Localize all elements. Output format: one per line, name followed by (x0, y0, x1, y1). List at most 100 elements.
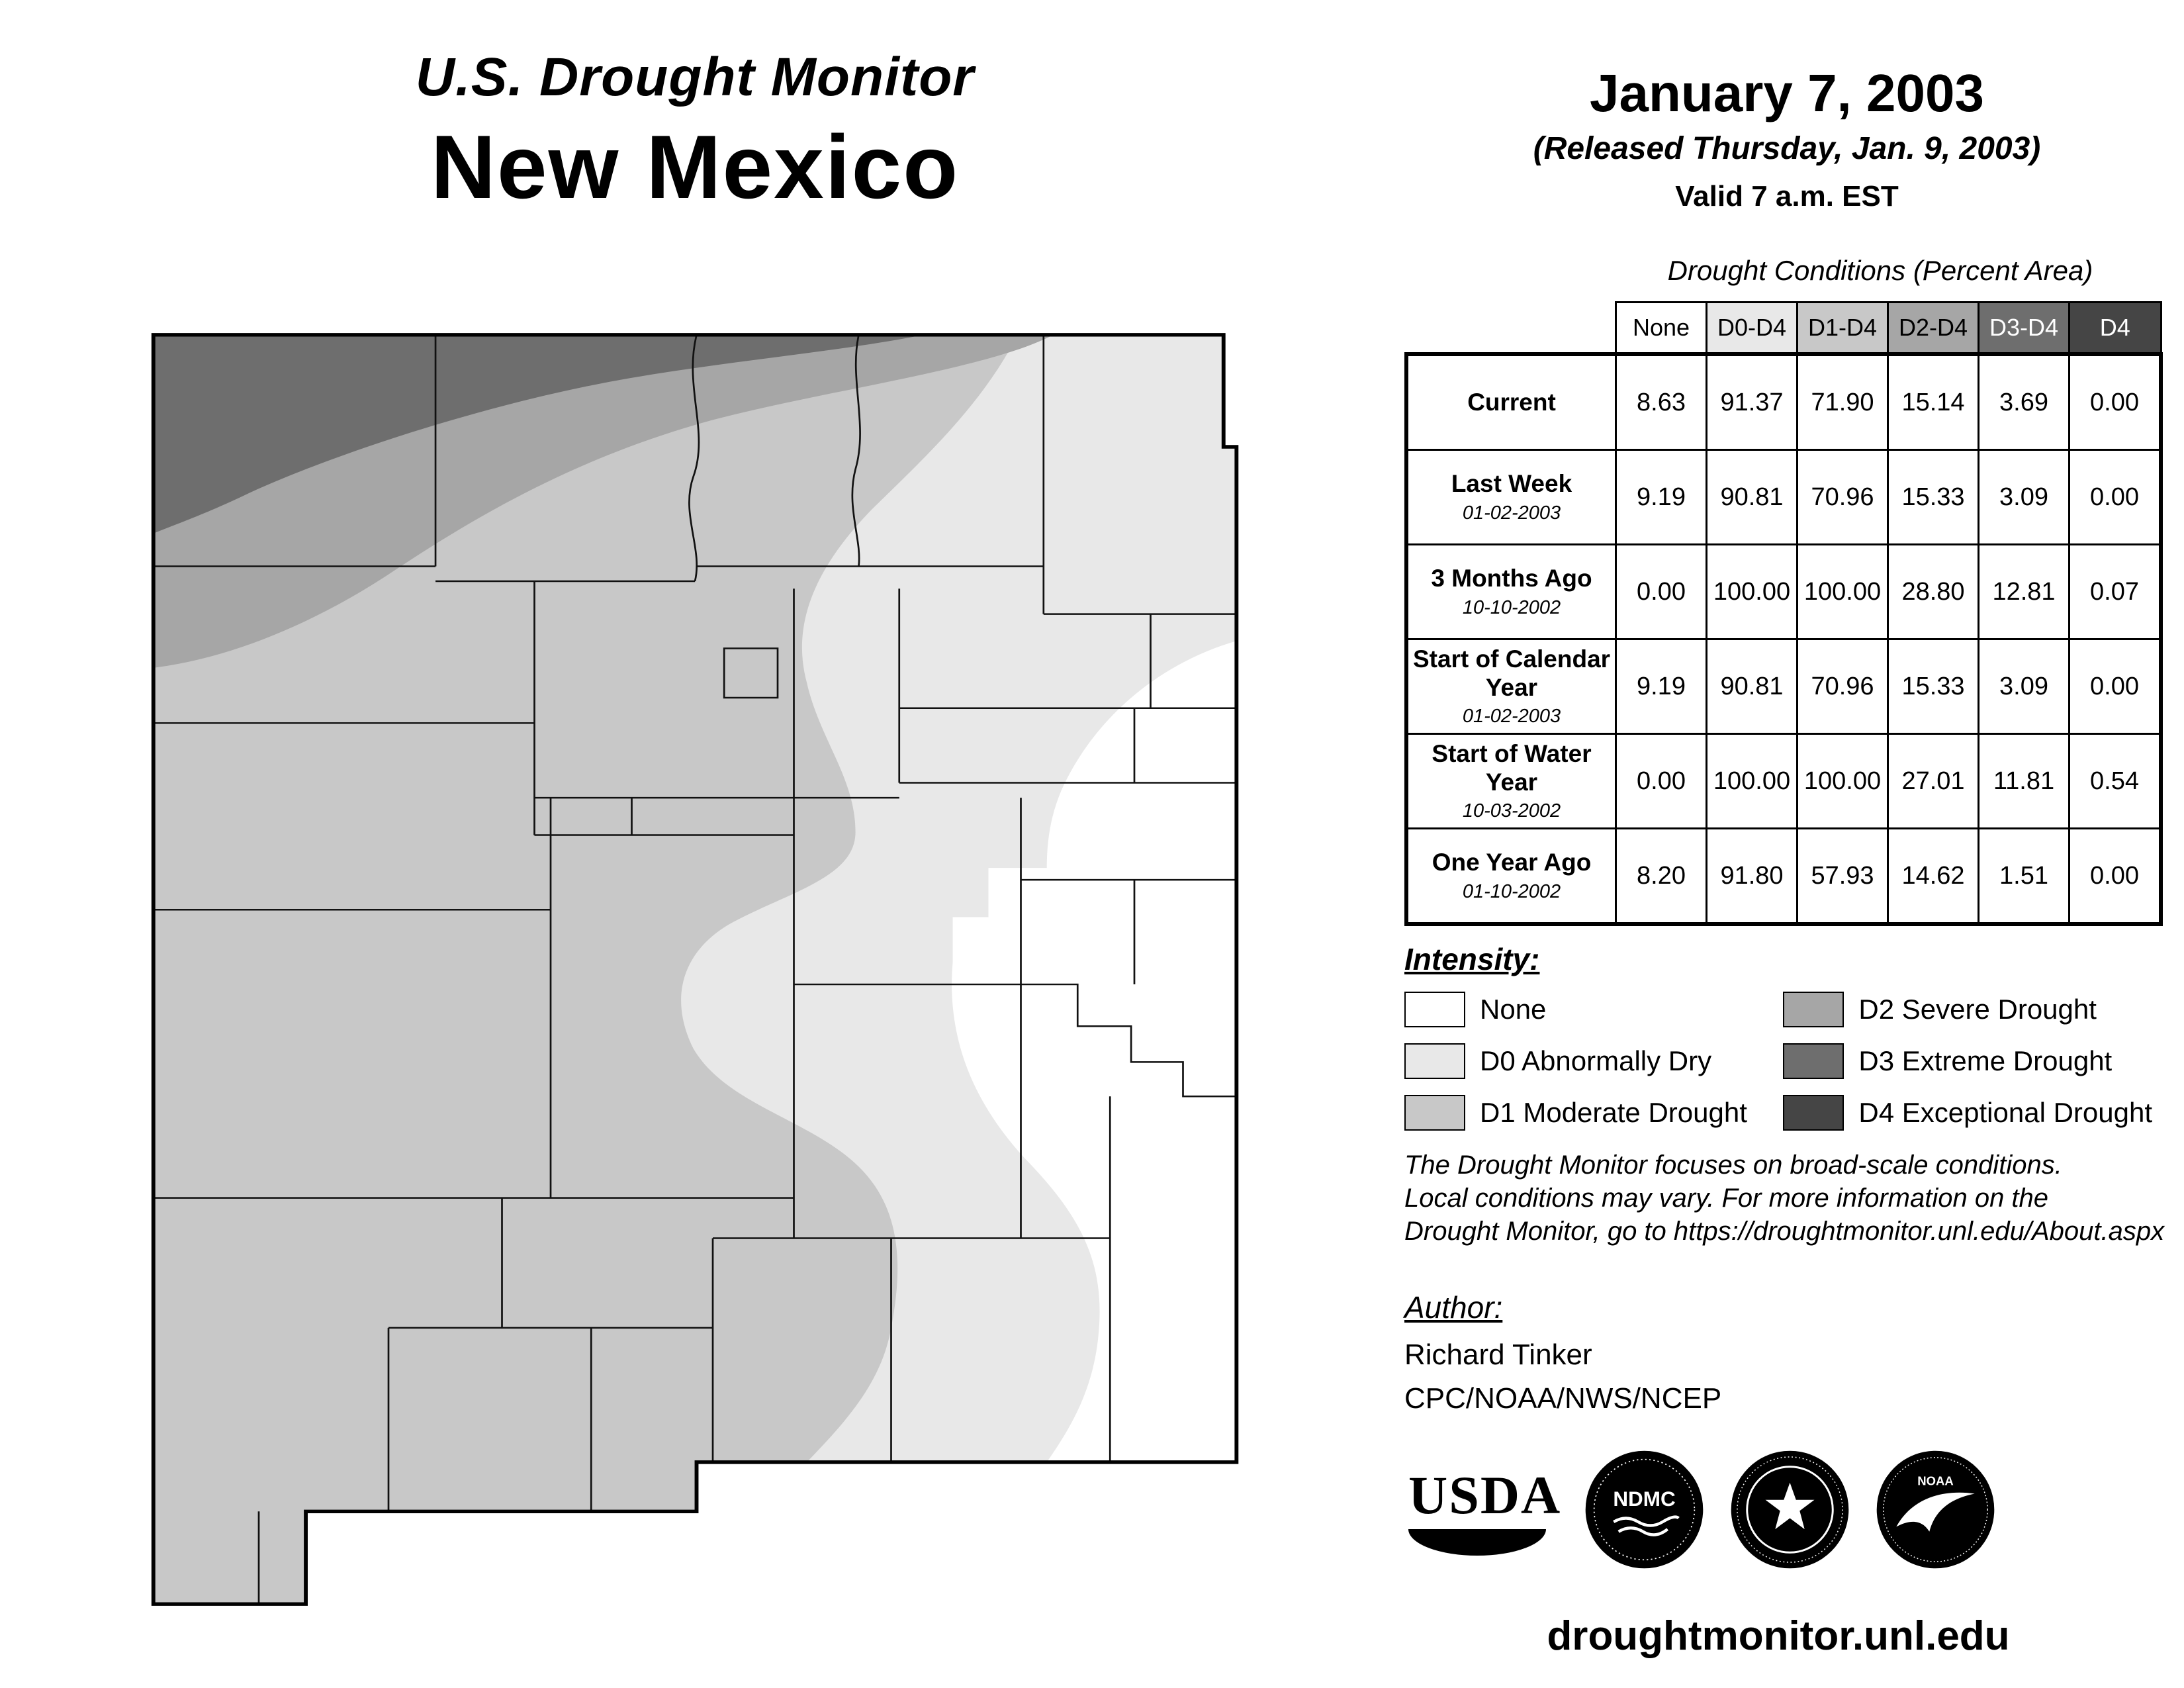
value-cell: 0.00 (2068, 638, 2162, 735)
disclaimer-line: The Drought Monitor focuses on broad-sca… (1404, 1150, 2062, 1180)
value-cell: 70.96 (1796, 638, 1889, 735)
value-cell: 100.00 (1796, 733, 1889, 829)
legend-swatch (1404, 1043, 1465, 1079)
noaa-seagull-icon (1896, 1492, 1975, 1532)
row-label-cell: Current (1405, 353, 1617, 451)
col-header-d3: D3-D4 (1978, 301, 2070, 355)
footer-url: droughtmonitor.unl.edu (1547, 1613, 2010, 1659)
intensity-heading: Intensity: (1404, 942, 1540, 976)
value-cell: 11.81 (1978, 733, 2070, 829)
legend-item: D4 Exceptional Drought (1783, 1095, 2152, 1131)
legend-item: D3 Extreme Drought (1783, 1043, 2152, 1079)
intensity-legend: None D0 Abnormally Dry D1 Moderate Drought… (1404, 992, 2152, 1131)
map-title-block: U.S. Drought Monitor New Mexico (132, 46, 1257, 218)
legend-swatch (1783, 1095, 1844, 1131)
legend-label: D1 Moderate Drought (1480, 1097, 1747, 1128)
new-mexico-drought-map (129, 312, 1264, 1626)
row-label: Start of Calendar Year (1412, 645, 1611, 701)
value-cell: 71.90 (1796, 353, 1889, 451)
county-boundaries (153, 334, 1237, 1605)
value-cell: 100.00 (1796, 543, 1889, 640)
row-label: One Year Ago (1432, 849, 1592, 876)
row-label-cell: One Year Ago 01-10-2002 (1405, 827, 1617, 925)
value-cell: 27.01 (1887, 733, 1979, 829)
value-cell: 8.20 (1615, 827, 1707, 925)
drought-conditions-table: None D0-D4 D1-D4 D2-D4 D3-D4 D4 Current 8.63 91… (1404, 301, 2163, 926)
legend-swatch (1404, 992, 1465, 1027)
legend-swatch (1783, 1043, 1844, 1079)
commerce-seal-logo (1731, 1450, 1849, 1569)
value-cell: 0.07 (2068, 543, 2162, 640)
ndmc-logo-text: NDMC (1613, 1487, 1675, 1511)
value-cell: 15.14 (1887, 353, 1979, 451)
ndmc-wave-icon (1617, 1526, 1669, 1536)
value-cell: 57.93 (1796, 827, 1889, 925)
legend-item: D1 Moderate Drought (1404, 1095, 1783, 1131)
legend-swatch (1404, 1095, 1465, 1131)
table-corner-cell (1406, 303, 1616, 355)
state-title: New Mexico (430, 117, 960, 217)
author-name: Richard Tinker (1404, 1338, 1592, 1371)
disclaimer-text: The Drought Monitor focuses on broad-sca… (1404, 1149, 2164, 1248)
author-heading: Author: (1404, 1290, 1503, 1325)
table-row: 3 Months Ago 10-10-2002 0.00 100.00 100.00 28… (1405, 543, 2162, 640)
ndmc-logo: NDMC (1585, 1450, 1704, 1569)
author-org: CPC/NOAA/NWS/NCEP (1404, 1382, 1722, 1415)
col-header-d0: D0-D4 (1706, 301, 1798, 355)
disclaimer-line: Drought Monitor, go to https://droughtmo… (1404, 1217, 2165, 1246)
value-cell: 0.00 (1615, 543, 1707, 640)
released-date: (Released Thursday, Jan. 9, 2003) (1533, 131, 2041, 166)
value-cell: 90.81 (1706, 449, 1798, 545)
usda-logo-text: USDA (1408, 1465, 1562, 1525)
value-cell: 15.33 (1887, 638, 1979, 735)
legend-label: D2 Severe Drought (1858, 994, 2097, 1025)
value-cell: 91.80 (1706, 827, 1798, 925)
legend-label: D4 Exceptional Drought (1858, 1097, 2152, 1128)
row-label-cell: Start of Calendar Year 01-02-2003 (1405, 638, 1617, 735)
legend-swatch (1783, 992, 1844, 1027)
table-title: Drought Conditions (Percent Area) (1667, 255, 2093, 286)
table-row: Last Week 01-02-2003 9.19 90.81 70.96 15.33 3.… (1405, 449, 2162, 545)
disclaimer-line: Local conditions may vary. For more info… (1404, 1184, 2049, 1213)
noaa-logo-text: NOAA (1917, 1474, 1953, 1488)
drought-region-d1 (153, 334, 1018, 1605)
value-cell: 91.37 (1706, 353, 1798, 451)
row-label-cell: Last Week 01-02-2003 (1405, 449, 1617, 545)
value-cell: 100.00 (1706, 543, 1798, 640)
map-date: January 7, 2003 (1590, 64, 1984, 122)
legend-label: None (1480, 994, 1547, 1025)
row-label: Start of Water Year (1432, 739, 1592, 796)
value-cell: 0.00 (2068, 353, 2162, 451)
state-border (151, 333, 1239, 1606)
table-row: Current 8.63 91.37 71.90 15.14 3.69 0.00 (1405, 353, 2162, 451)
legend-item: None (1404, 992, 1783, 1027)
drought-region-d3 (153, 334, 924, 534)
row-sublabel: 10-10-2002 (1462, 596, 1561, 618)
noaa-logo: NOAA (1876, 1450, 1995, 1569)
value-cell: 100.00 (1706, 733, 1798, 829)
row-sublabel: 01-02-2003 (1462, 706, 1561, 727)
legend-label: D0 Abnormally Dry (1480, 1045, 1712, 1076)
value-cell: 3.09 (1978, 449, 2070, 545)
report-title: U.S. Drought Monitor (415, 47, 975, 107)
value-cell: 70.96 (1796, 449, 1889, 545)
usda-logo: USDA (1408, 1464, 1562, 1556)
table-row: One Year Ago 01-10-2002 8.20 91.80 57.93 14.6… (1405, 827, 2162, 925)
legend-column-left: None D0 Abnormally Dry D1 Moderate Drought (1404, 992, 1783, 1131)
row-sublabel: 10-03-2002 (1462, 800, 1561, 822)
value-cell: 0.00 (1615, 733, 1707, 829)
row-label: Current (1467, 388, 1556, 416)
release-date-block: January 7, 2003 (Released Thursday, Jan.… (1390, 63, 2184, 213)
value-cell: 3.69 (1978, 353, 2070, 451)
commerce-eagle-icon (1765, 1482, 1815, 1530)
row-sublabel: 01-10-2002 (1462, 880, 1561, 902)
value-cell: 15.33 (1887, 449, 1979, 545)
drought-map-svg (151, 333, 1239, 1606)
legend-label: D3 Extreme Drought (1858, 1045, 2113, 1076)
row-label: Last Week (1451, 470, 1572, 498)
row-label-cell: 3 Months Ago 10-10-2002 (1405, 543, 1617, 640)
table-body: Current 8.63 91.37 71.90 15.14 3.69 0.00 Last W… (1405, 353, 2162, 925)
col-header-d4: D4 (2068, 301, 2162, 355)
row-label: 3 Months Ago (1431, 565, 1592, 592)
value-cell: 0.00 (2068, 449, 2162, 545)
